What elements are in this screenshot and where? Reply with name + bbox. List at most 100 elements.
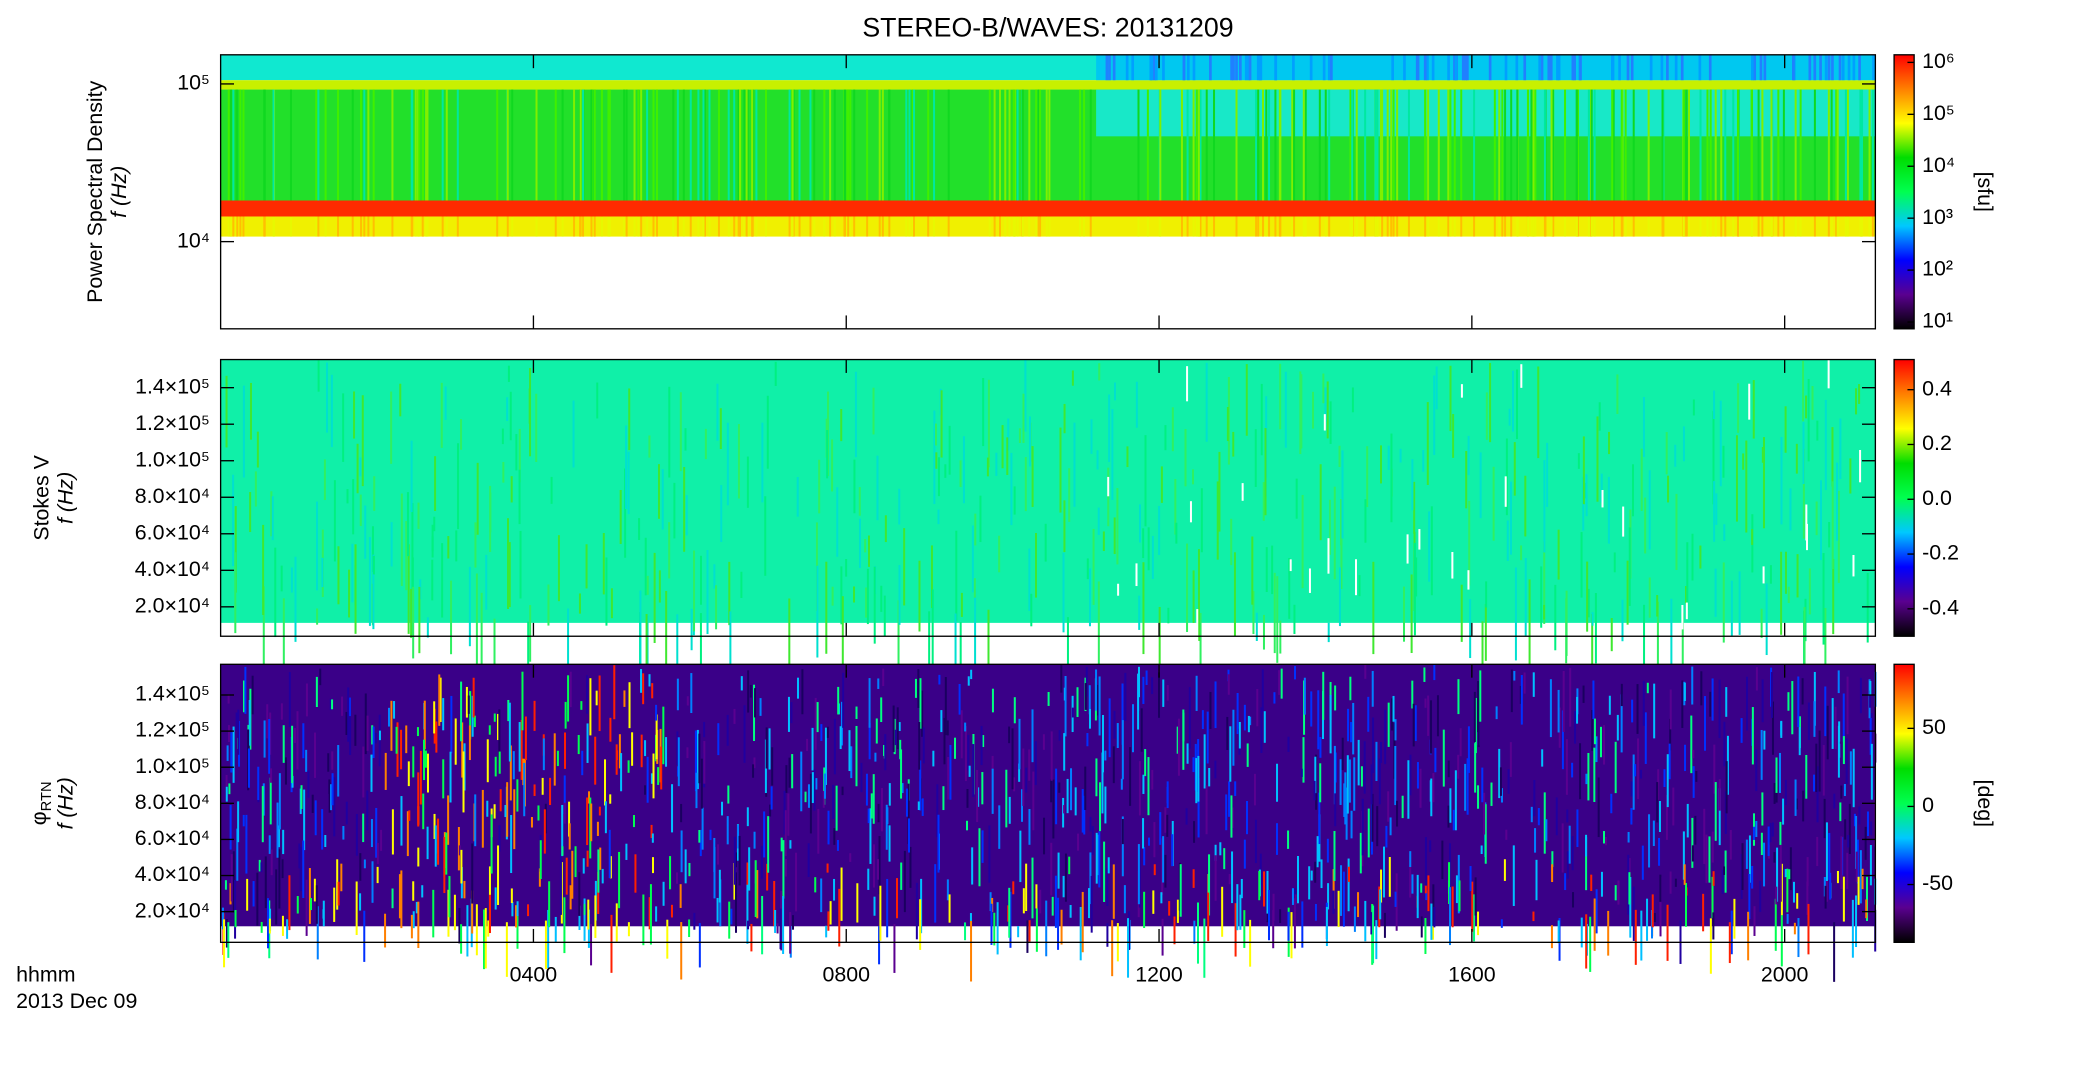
spectrogram-cell (1399, 448, 1402, 463)
spectrogram-cell (1819, 480, 1822, 561)
spectrogram-cell (1852, 748, 1855, 808)
spectrogram-cell (776, 923, 779, 934)
spectrogram-cell (263, 216, 266, 237)
spectrogram-cell (1302, 737, 1305, 783)
spectrogram-cell (1495, 706, 1498, 720)
spectrogram-cell (1288, 558, 1291, 619)
spectrogram-cell (1052, 779, 1055, 839)
spectrogram-cell (743, 705, 746, 763)
spectrogram-cell (1263, 711, 1266, 743)
spectrogram-cell (230, 854, 233, 902)
spectrogram-cell (1846, 89, 1849, 201)
spectrogram-cell (460, 419, 463, 450)
spectrogram-cell (317, 360, 320, 392)
spectrogram-cell (823, 216, 826, 237)
spectrogram-cell (918, 722, 921, 770)
spectrogram-cell (511, 216, 514, 237)
spectrogram-cell (432, 889, 435, 938)
spectrogram-cell (867, 535, 870, 567)
spectrogram-cell (676, 872, 679, 884)
spectrogram-cell (1691, 533, 1694, 581)
spectrogram-cell (1032, 771, 1035, 831)
spectrogram-cell (363, 89, 366, 201)
spectrogram-cell (1069, 904, 1072, 918)
spectrogram-cell (1871, 216, 1874, 237)
spectrogram-cell (942, 786, 945, 811)
spectrogram-cell (1441, 840, 1444, 880)
spectrogram-cell (1013, 89, 1016, 201)
spectrogram-cell (1591, 612, 1594, 626)
spectrogram-cell (1634, 764, 1637, 777)
spectrogram-cell (1471, 881, 1474, 932)
spectrogram-cell (331, 751, 334, 770)
spectrogram-cell (1353, 757, 1356, 811)
spectrogram-cell (1011, 728, 1014, 790)
spectrogram-cell (567, 675, 570, 722)
spectrogram-cell (610, 588, 613, 619)
spectrogram-cell (1274, 54, 1278, 81)
spectrogram-cell (1552, 216, 1555, 237)
spectrogram-cell (1121, 683, 1124, 745)
spectrogram-cell (835, 785, 838, 831)
spectrogram-cell (1379, 89, 1382, 201)
spectrogram-cell (561, 846, 564, 856)
spectrogram-cell (733, 216, 736, 237)
spectrogram-cell (761, 895, 764, 955)
spectrogram-cell (1039, 889, 1042, 914)
spectrogram-cell (506, 518, 510, 609)
spectrogram-cell (642, 673, 645, 705)
spectrogram-cell (1732, 216, 1735, 237)
spectrogram-cell (417, 216, 420, 237)
spectrogram-cell (368, 536, 371, 626)
spectrogram-cell (508, 542, 511, 608)
spectrogram-cell (1751, 865, 1754, 889)
spectrogram-cell (488, 866, 491, 911)
spectrogram-cell (1274, 216, 1277, 237)
spectrogram-cell (1543, 604, 1546, 620)
spectrogram-cell (695, 772, 698, 809)
spectrogram-cell (330, 374, 333, 448)
spectrogram-cell (868, 722, 871, 760)
spectrogram-cell (860, 762, 863, 793)
spectrogram-cell (964, 726, 967, 782)
spectrogram-cell (657, 767, 660, 785)
spectrogram-cell (1500, 788, 1503, 803)
spectrogram-cell (245, 814, 248, 874)
spectrogram-cell (917, 669, 920, 683)
spectrogram-cell (880, 787, 883, 832)
spectrogram-cell (410, 440, 413, 513)
spectrogram-cell (400, 870, 403, 929)
spectrogram-cell (1806, 881, 1809, 915)
spectrogram-cell (1632, 216, 1635, 237)
spectrogram-cell (699, 555, 702, 605)
spectrogram-cell (354, 714, 357, 746)
spectrogram-cell (1498, 89, 1501, 201)
spectrogram-cell (1407, 760, 1410, 819)
spectrogram-cell (1403, 586, 1406, 642)
spectrogram-cell (1566, 809, 1569, 823)
spectrogram-cell (1824, 885, 1827, 909)
spectrogram-cell (337, 745, 340, 797)
spectrogram-cell (1833, 793, 1836, 809)
spectrogram-cell (964, 722, 967, 732)
spectrogram-cell (1708, 54, 1712, 81)
spectrogram-cell (1825, 822, 1828, 881)
colorbar-tick-label: 0.0 (1922, 486, 1952, 510)
spectrogram-cell (1012, 881, 1015, 895)
spectrogram-cell (615, 903, 618, 942)
y-tick-label: 10⁵ (177, 71, 210, 95)
spectrogram-cell (1098, 831, 1101, 888)
spectrogram-cell (701, 807, 704, 850)
spectrogram-cell (792, 216, 795, 237)
spectrogram-cell (1302, 216, 1305, 237)
spectrogram-cell (1847, 54, 1851, 81)
spectrogram-cell (1199, 89, 1202, 201)
spectrogram-cell (954, 613, 957, 691)
spectrogram-cell (1473, 216, 1476, 237)
spectrogram-cell (1425, 890, 1428, 901)
spectrogram-cell (408, 810, 411, 821)
spectrogram-cell (351, 89, 354, 201)
spectrogram-cell (455, 530, 458, 562)
spectrogram-cell (1028, 216, 1031, 237)
spectrogram-cell (1771, 822, 1774, 837)
